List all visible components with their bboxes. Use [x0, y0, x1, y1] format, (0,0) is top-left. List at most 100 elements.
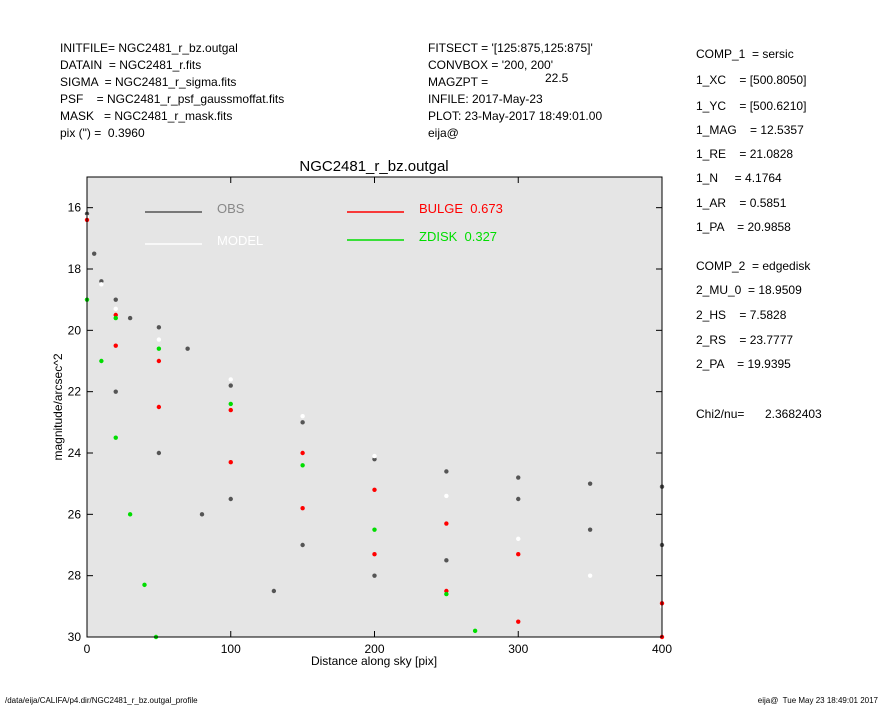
header-line: PLOT: 23-May-2017 18:49:01.00 [428, 109, 602, 123]
data-point [113, 343, 118, 348]
data-point [587, 573, 593, 578]
data-point [300, 542, 305, 548]
data-point [199, 512, 205, 517]
footer-path: /data/eija/CALIFA/p4.dir/NGC2481_r_bz.ou… [5, 696, 198, 705]
fit-parameter: 1_PA = 20.9858 [696, 220, 791, 234]
data-point [113, 435, 118, 440]
header-line: INITFILE= NGC2481_r_bz.outgal [60, 41, 238, 55]
data-point [113, 312, 118, 318]
data-point [372, 487, 377, 492]
header-line: MASK = NGC2481_r_mask.fits [60, 109, 232, 123]
y-tick-label: 22 [68, 385, 82, 399]
data-point [99, 279, 104, 284]
data-point [516, 536, 521, 542]
y-tick-label: 30 [68, 630, 82, 644]
data-point [372, 552, 377, 557]
data-point [228, 377, 233, 382]
data-point [372, 573, 377, 578]
plot-area [87, 177, 662, 637]
data-point [444, 521, 449, 526]
y-tick-label: 26 [68, 507, 82, 521]
fit-parameter: 1_MAG = 12.5357 [696, 123, 804, 137]
data-point [228, 383, 233, 388]
data-point [300, 463, 305, 468]
data-point [142, 582, 147, 588]
data-point [156, 325, 162, 330]
fit-parameter: 2_RS = 23.7777 [696, 333, 793, 347]
data-point [271, 588, 277, 594]
data-point [156, 358, 162, 364]
data-point [113, 297, 118, 302]
header-line: pix (") = 0.3960 [60, 126, 145, 140]
data-point [185, 346, 190, 351]
data-point [472, 628, 478, 634]
header-line: PSF = NGC2481_r_psf_gaussmoffat.fits [60, 92, 284, 106]
y-axis-label: magnitude/arcsec^2 [51, 353, 65, 460]
y-tick-label: 16 [68, 201, 82, 215]
header-line: FITSECT = '[125:875,125:875]' [428, 41, 593, 55]
fit-parameter: COMP_2 = edgedisk [696, 259, 811, 273]
legend-label: MODEL [217, 233, 263, 248]
data-point [516, 496, 521, 502]
chi2-value: 2.3682403 [765, 407, 822, 421]
data-point [91, 251, 97, 256]
x-axis-label: Distance along sky [pix] [311, 654, 437, 668]
legend-label: BULGE 0.673 [419, 201, 503, 216]
x-tick-label: 300 [508, 642, 528, 656]
x-tick-label: 0 [84, 642, 91, 656]
x-tick-label: 200 [364, 642, 384, 656]
header-line: SIGMA = NGC2481_r_sigma.fits [60, 75, 236, 89]
data-point [228, 401, 233, 407]
data-point [127, 315, 133, 321]
fit-parameter: 2_PA = 19.9395 [696, 357, 791, 371]
data-point [156, 337, 162, 342]
chart-title: NGC2481_r_bz.outgal [299, 158, 448, 175]
footer-user: eija@ Tue May 23 18:49:01 2017 [758, 696, 879, 705]
x-tick-label: 100 [221, 642, 241, 656]
data-point [587, 527, 593, 532]
data-point [127, 512, 133, 517]
data-point [372, 527, 377, 532]
header-line: eija@ [428, 126, 459, 140]
data-point [444, 493, 449, 499]
fit-parameter: 2_HS = 7.5828 [696, 308, 787, 322]
x-tick-label: 400 [652, 642, 672, 656]
data-point [300, 414, 305, 419]
fit-parameter: 2_MU_0 = 18.9509 [696, 283, 802, 297]
fit-parameter: 1_XC = [500.8050] [696, 73, 806, 87]
data-point [113, 389, 118, 394]
magzpt-value: 22.5 [545, 71, 569, 85]
data-point [300, 450, 305, 456]
data-point [99, 358, 104, 364]
fit-parameter: 1_YC = [500.6210] [696, 99, 806, 113]
fit-parameter: 1_N = 4.1764 [696, 171, 782, 185]
fit-parameter: 1_AR = 0.5851 [696, 196, 787, 210]
data-point [372, 453, 377, 459]
chi2-label: Chi2/nu= [696, 407, 744, 421]
header-line: INFILE: 2017-May-23 [428, 92, 543, 106]
y-tick-label: 20 [68, 323, 82, 337]
header-line: DATAIN = NGC2481_r.fits [60, 58, 201, 72]
y-tick-label: 28 [68, 569, 82, 583]
data-point [516, 619, 521, 624]
data-point [228, 460, 233, 465]
plot-frame [86, 176, 663, 638]
data-point [99, 282, 104, 287]
data-point [156, 450, 162, 456]
data-point [156, 346, 162, 351]
legend-label: OBS [217, 201, 245, 216]
data-point [228, 496, 233, 502]
data-point [156, 404, 162, 410]
data-point [516, 552, 521, 557]
data-point [372, 456, 377, 462]
data-point [113, 315, 118, 321]
data-point [300, 420, 305, 425]
data-point [300, 506, 305, 511]
data-point [587, 481, 593, 486]
data-point [444, 558, 449, 563]
data-point [228, 407, 233, 413]
data-point [444, 588, 449, 594]
fit-parameter: COMP_1 = sersic [696, 47, 794, 61]
y-tick-label: 24 [68, 446, 82, 460]
